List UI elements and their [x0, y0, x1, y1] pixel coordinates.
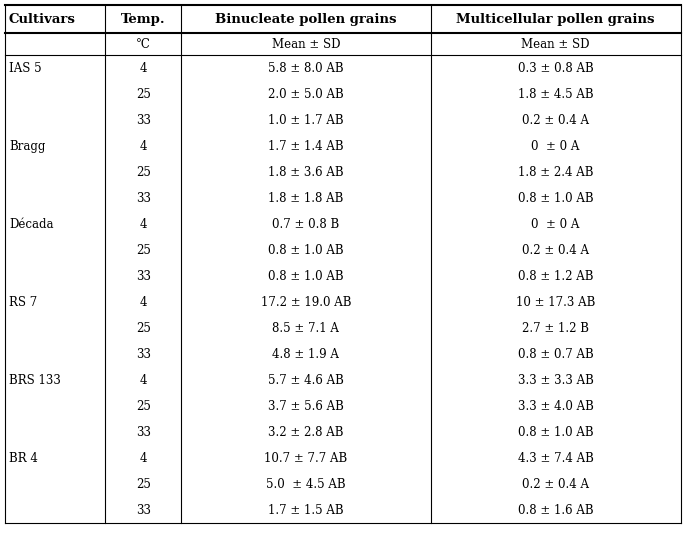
Text: 1.8 ± 4.5 AB: 1.8 ± 4.5 AB	[518, 88, 593, 101]
Text: 2.7 ± 1.2 B: 2.7 ± 1.2 B	[522, 322, 589, 335]
Text: 1.0 ± 1.7 AB: 1.0 ± 1.7 AB	[268, 114, 344, 127]
Text: 0.8 ± 1.0 AB: 0.8 ± 1.0 AB	[518, 426, 593, 439]
Text: 5.8 ± 8.0 AB: 5.8 ± 8.0 AB	[268, 62, 344, 75]
Text: BRS 133: BRS 133	[9, 374, 61, 387]
Text: 1.7 ± 1.5 AB: 1.7 ± 1.5 AB	[268, 504, 344, 517]
Text: 4: 4	[139, 140, 147, 153]
Text: 33: 33	[136, 504, 151, 517]
Text: Binucleate pollen grains: Binucleate pollen grains	[215, 13, 397, 26]
Text: 8.5 ± 7.1 A: 8.5 ± 7.1 A	[272, 322, 340, 335]
Text: 33: 33	[136, 114, 151, 127]
Text: 3.2 ± 2.8 AB: 3.2 ± 2.8 AB	[268, 426, 344, 439]
Text: 33: 33	[136, 348, 151, 361]
Text: Temp.: Temp.	[121, 13, 165, 26]
Text: 0.2 ± 0.4 A: 0.2 ± 0.4 A	[522, 244, 589, 257]
Text: 0.8 ± 1.6 AB: 0.8 ± 1.6 AB	[518, 504, 593, 517]
Text: 33: 33	[136, 426, 151, 439]
Text: 0  ± 0 A: 0 ± 0 A	[532, 218, 580, 231]
Text: 4: 4	[139, 62, 147, 75]
Text: 3.3 ± 4.0 AB: 3.3 ± 4.0 AB	[518, 400, 593, 413]
Text: 25: 25	[136, 88, 151, 101]
Text: 2.0 ± 5.0 AB: 2.0 ± 5.0 AB	[268, 88, 344, 101]
Text: 1.7 ± 1.4 AB: 1.7 ± 1.4 AB	[268, 140, 344, 153]
Text: 0.2 ± 0.4 A: 0.2 ± 0.4 A	[522, 114, 589, 127]
Text: 0.8 ± 1.0 AB: 0.8 ± 1.0 AB	[268, 270, 344, 283]
Text: 5.0  ± 4.5 AB: 5.0 ± 4.5 AB	[266, 478, 346, 491]
Text: 17.2 ± 19.0 AB: 17.2 ± 19.0 AB	[261, 296, 351, 309]
Text: 5.7 ± 4.6 AB: 5.7 ± 4.6 AB	[268, 374, 344, 387]
Text: 1.8 ± 1.8 AB: 1.8 ± 1.8 AB	[268, 192, 344, 205]
Text: 3.3 ± 3.3 AB: 3.3 ± 3.3 AB	[518, 374, 593, 387]
Text: 0.8 ± 1.2 AB: 0.8 ± 1.2 AB	[518, 270, 593, 283]
Text: 4: 4	[139, 296, 147, 309]
Text: Década: Década	[9, 218, 54, 231]
Text: RS 7: RS 7	[9, 296, 37, 309]
Text: 3.7 ± 5.6 AB: 3.7 ± 5.6 AB	[268, 400, 344, 413]
Text: 0.8 ± 1.0 AB: 0.8 ± 1.0 AB	[518, 192, 593, 205]
Text: 4: 4	[139, 374, 147, 387]
Text: 4: 4	[139, 218, 147, 231]
Text: Cultivars: Cultivars	[9, 13, 75, 26]
Text: 25: 25	[136, 478, 151, 491]
Text: 25: 25	[136, 244, 151, 257]
Text: Bragg: Bragg	[9, 140, 45, 153]
Text: Multicellular pollen grains: Multicellular pollen grains	[456, 13, 655, 26]
Text: 4.8 ± 1.9 A: 4.8 ± 1.9 A	[272, 348, 340, 361]
Text: 0.7 ± 0.8 B: 0.7 ± 0.8 B	[272, 218, 340, 231]
Text: 0.8 ± 1.0 AB: 0.8 ± 1.0 AB	[268, 244, 344, 257]
Text: 0.3 ± 0.8 AB: 0.3 ± 0.8 AB	[518, 62, 593, 75]
Text: Mean ± SD: Mean ± SD	[521, 38, 590, 51]
Text: 10 ± 17.3 AB: 10 ± 17.3 AB	[516, 296, 595, 309]
Text: 0.2 ± 0.4 A: 0.2 ± 0.4 A	[522, 478, 589, 491]
Text: 1.8 ± 3.6 AB: 1.8 ± 3.6 AB	[268, 166, 344, 179]
Text: BR 4: BR 4	[9, 452, 38, 465]
Text: 4.3 ± 7.4 AB: 4.3 ± 7.4 AB	[518, 452, 593, 465]
Text: °C: °C	[136, 38, 151, 51]
Text: 0.8 ± 0.7 AB: 0.8 ± 0.7 AB	[518, 348, 593, 361]
Text: 4: 4	[139, 452, 147, 465]
Text: 10.7 ± 7.7 AB: 10.7 ± 7.7 AB	[264, 452, 348, 465]
Text: 33: 33	[136, 192, 151, 205]
Text: 1.8 ± 2.4 AB: 1.8 ± 2.4 AB	[518, 166, 593, 179]
Text: Mean ± SD: Mean ± SD	[272, 38, 340, 51]
Text: 25: 25	[136, 400, 151, 413]
Text: 0  ± 0 A: 0 ± 0 A	[532, 140, 580, 153]
Text: 25: 25	[136, 166, 151, 179]
Text: IAS 5: IAS 5	[9, 62, 42, 75]
Text: 33: 33	[136, 270, 151, 283]
Text: 25: 25	[136, 322, 151, 335]
